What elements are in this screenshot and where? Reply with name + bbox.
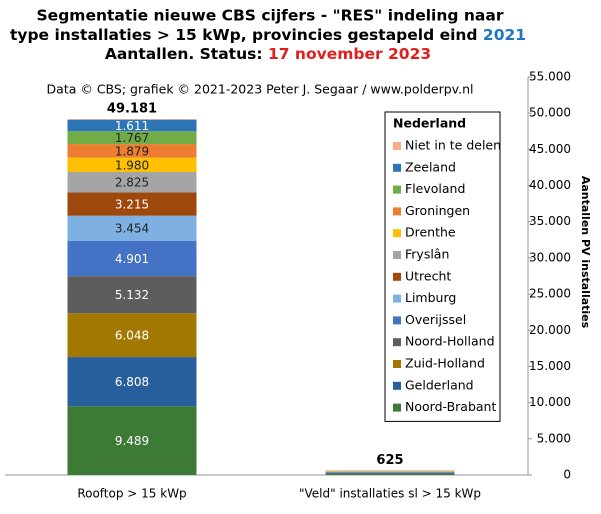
value-label: 9.489	[115, 434, 149, 448]
subtitle: Data © CBS; grafiek © 2021-2023 Peter J.…	[47, 82, 474, 97]
y-tick-label: 5.000	[537, 431, 571, 445]
value-label: 1.611	[115, 119, 149, 133]
title-line: Segmentatie nieuwe CBS cijfers - "RES" i…	[37, 7, 504, 25]
y-tick-label: 15.000	[529, 359, 571, 373]
legend-swatch	[393, 229, 401, 237]
title-line: type installaties > 15 kWp, provincies g…	[10, 26, 526, 44]
value-label: 3.215	[115, 198, 149, 212]
legend-title: Nederland	[393, 116, 466, 131]
value-label: 6.808	[115, 375, 149, 389]
value-label: 3.454	[115, 222, 149, 236]
legend-swatch	[393, 273, 401, 281]
legend-swatch	[393, 164, 401, 172]
value-label: 1.980	[115, 158, 149, 172]
legend-swatch	[393, 251, 401, 259]
value-label: 4.901	[115, 252, 149, 266]
y-tick-label: 25.000	[529, 287, 571, 301]
y-tick-label: 55.000	[529, 70, 571, 84]
legend-swatch	[393, 382, 401, 390]
x-tick-label: "Veld" installaties sl > 15 kWp	[299, 487, 481, 501]
title-part: Aantallen. Status:	[105, 45, 268, 63]
value-label: 2.825	[115, 176, 149, 190]
y-tick-label: 50.000	[529, 106, 571, 120]
y-tick-label: 40.000	[529, 178, 571, 192]
legend-swatch	[393, 142, 401, 150]
value-label: 1.767	[115, 131, 149, 145]
bar-segment	[68, 119, 197, 120]
legend-swatch	[393, 360, 401, 368]
legend-label: Noord-Brabant	[405, 399, 496, 414]
y-tick-label: 0	[563, 468, 571, 482]
y-tick-label: 10.000	[529, 395, 571, 409]
legend-label: Zuid-Holland	[405, 356, 485, 371]
legend-label: Groningen	[405, 203, 470, 218]
legend-label: Overijssel	[405, 312, 466, 327]
legend-swatch	[393, 316, 401, 324]
legend-swatch	[393, 295, 401, 303]
legend-label: Utrecht	[405, 268, 451, 283]
y-tick-label: 30.000	[529, 250, 571, 264]
total-label: 49.181	[107, 102, 157, 117]
legend-label: Gelderland	[405, 377, 474, 392]
title-year: 2021	[483, 26, 526, 44]
legend-label: Niet in te delen	[405, 138, 501, 153]
x-tick-label: Rooftop > 15 kWp	[77, 487, 186, 501]
legend-label: Noord-Holland	[405, 334, 495, 349]
legend-label: Fryslân	[405, 247, 449, 262]
value-label: 1.879	[115, 144, 149, 158]
y-tick-label: 35.000	[529, 214, 571, 228]
legend-label: Limburg	[405, 290, 456, 305]
y-tick-label: 45.000	[529, 142, 571, 156]
legend-label: Zeeland	[405, 159, 456, 174]
bar-segment	[326, 473, 455, 474]
bar-segment	[326, 474, 455, 475]
legend-swatch	[393, 404, 401, 412]
title-part: type installaties > 15 kWp, provincies g…	[10, 26, 483, 44]
legend-swatch	[393, 338, 401, 346]
total-label: 625	[376, 453, 403, 468]
legend-swatch	[393, 186, 401, 194]
title-line: Aantallen. Status: 17 november 2023	[105, 45, 431, 63]
legend-label: Flevoland	[405, 181, 465, 196]
value-label: 5.132	[115, 288, 149, 302]
title-status: 17 november 2023	[268, 45, 431, 63]
legend-swatch	[393, 207, 401, 215]
y-axis-label: Aantallen PV installaties	[579, 176, 592, 329]
value-label: 6.048	[115, 329, 149, 343]
legend-label: Drenthe	[405, 225, 456, 240]
y-tick-label: 20.000	[529, 323, 571, 337]
